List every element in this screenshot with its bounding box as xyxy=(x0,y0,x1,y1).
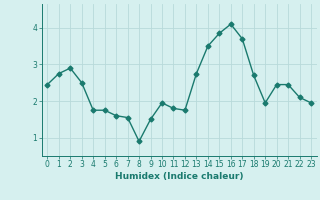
X-axis label: Humidex (Indice chaleur): Humidex (Indice chaleur) xyxy=(115,172,244,181)
